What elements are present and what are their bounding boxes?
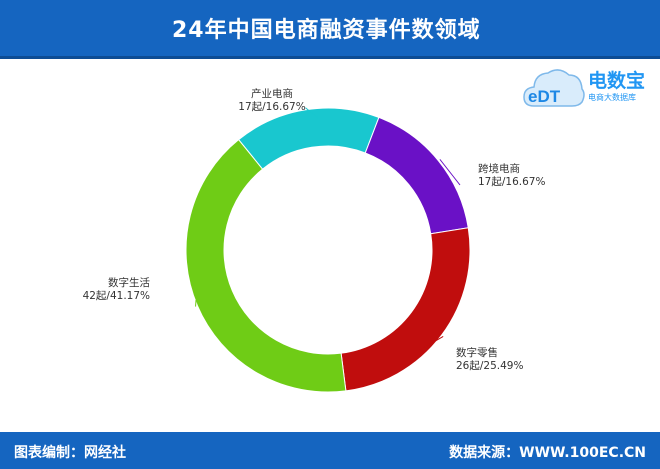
- footer-bar: 图表编制：网经社 数据来源：WWW.100EC.CN: [0, 432, 660, 469]
- slice-name-label: 跨境电商: [478, 162, 520, 175]
- leader-line-1: [305, 107, 319, 119]
- logo-mark: eDT: [528, 87, 561, 106]
- footer-source: 数据来源：WWW.100EC.CN: [449, 445, 646, 461]
- chart-title: 24年中国电商融资事件数领域: [172, 18, 481, 43]
- cloud-logo-icon: eDT: [523, 69, 585, 107]
- donut-slice-3: [340, 227, 471, 392]
- slice-value-label: 42起/41.17%: [83, 290, 150, 302]
- slice-name-label: 产业电商: [251, 87, 293, 100]
- footer-credit: 图表编制：网经社: [14, 445, 126, 461]
- slice-value-label: 17起/16.67%: [478, 176, 545, 188]
- logo: eDT 电数宝 电商大数据库: [522, 62, 652, 118]
- leader-line-2: [439, 159, 461, 186]
- leader-line-3: [419, 335, 444, 351]
- slice-value-label: 26起/25.49%: [456, 360, 523, 372]
- slice-value-label: 17起/16.67%: [238, 101, 305, 113]
- donut-slice-1: [237, 107, 380, 170]
- slice-name-label: 数字生活: [108, 276, 150, 289]
- slice-name-label: 数字零售: [456, 346, 498, 359]
- logo-subtitle: 电商大数据库: [588, 93, 636, 102]
- donut-slice-4: [185, 138, 347, 393]
- header-bar: 24年中国电商融资事件数领域: [0, 0, 660, 59]
- logo-title: 电数宝: [588, 70, 646, 92]
